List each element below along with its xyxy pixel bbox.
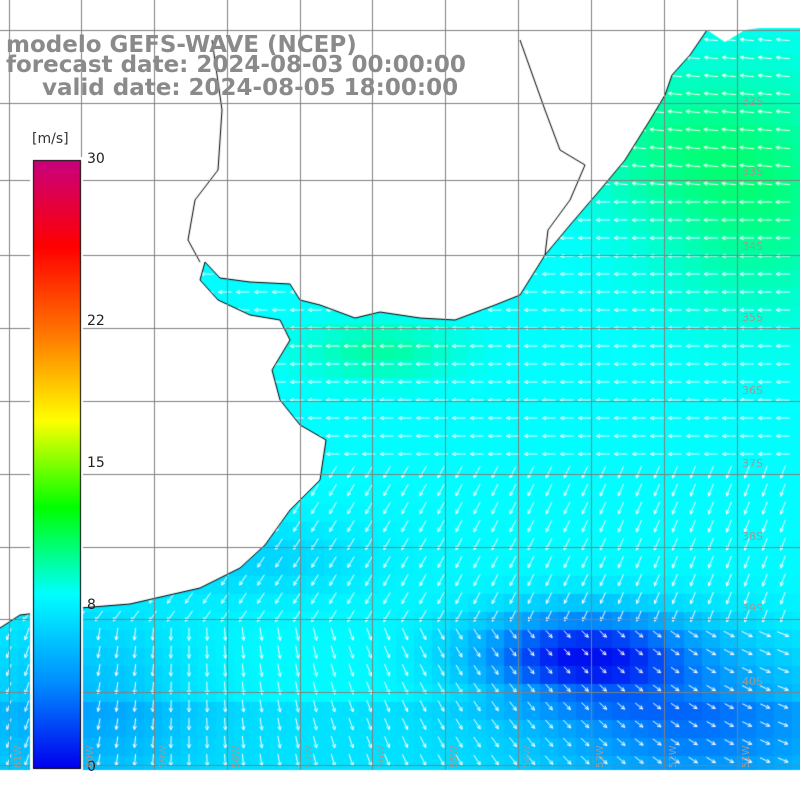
latitude-label: 37S	[742, 457, 763, 470]
longitude-label: 56W	[376, 745, 387, 768]
longitude-label: 58W	[231, 745, 242, 768]
latitude-label: 34S	[742, 240, 763, 253]
colorbar-tick-label: 30	[87, 151, 105, 167]
colorbar-tick-label: 8	[87, 596, 96, 613]
longitude-label: 53W	[595, 745, 606, 768]
latitude-label: 33S	[742, 165, 763, 178]
longitude-label: 55W	[449, 745, 460, 768]
latitude-label: 38S	[742, 530, 763, 543]
latitude-label: 40S	[742, 675, 763, 688]
latitude-label: 35S	[742, 311, 763, 324]
longitude-label: 54W	[522, 745, 533, 768]
model-title: modelo GEFS-WAVE (NCEP)	[6, 32, 357, 58]
latitude-label: 36S	[742, 384, 763, 397]
latitude-label: 39S	[742, 602, 763, 615]
colorbar-tick-label: 22	[87, 313, 105, 330]
longitude-label: 59W	[158, 745, 169, 768]
latitude-label: 32S	[742, 95, 763, 108]
longitude-label: 60W	[85, 745, 96, 768]
longitude-label: 61W	[13, 745, 24, 768]
colorbar-tick-label: 0	[87, 759, 96, 775]
colorbar-tick-label: 15	[87, 455, 105, 471]
colorbar-unit: [m/s]	[32, 131, 69, 147]
longitude-label: 57W	[304, 745, 315, 768]
forecast-date: forecast date: 2024-08-03 00:00:00	[6, 52, 466, 78]
longitude-label: 51W	[741, 745, 752, 768]
valid-date: valid date: 2024-08-05 18:00:00	[42, 75, 459, 101]
longitude-label: 52W	[668, 745, 679, 768]
